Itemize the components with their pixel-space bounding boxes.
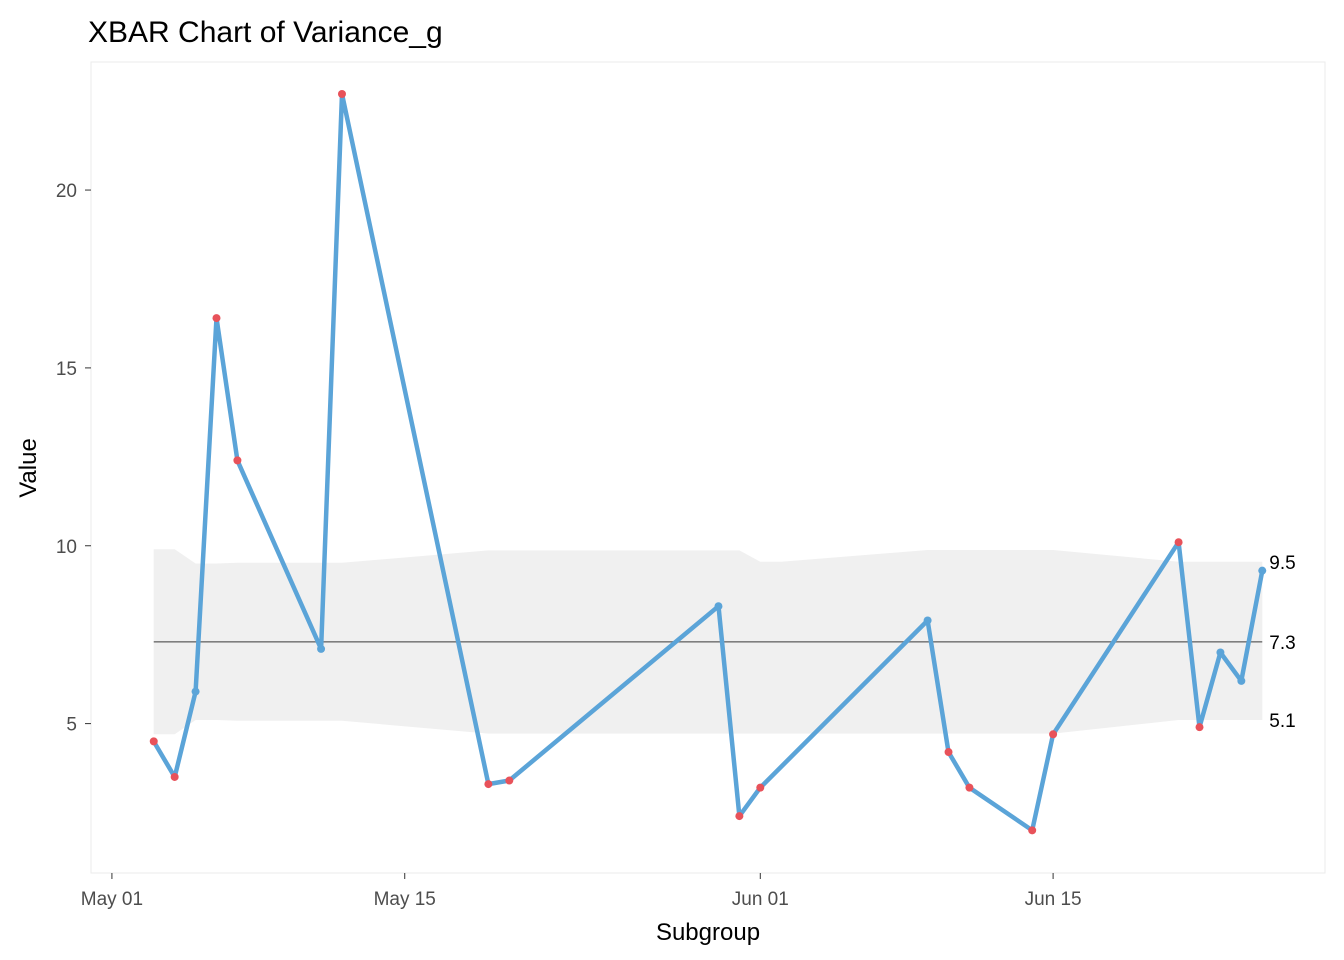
out-of-control-point bbox=[735, 812, 744, 821]
lcl-label: 5.1 bbox=[1269, 711, 1295, 732]
plot-panel bbox=[90, 61, 1326, 874]
chart-title: XBAR Chart of Variance_g bbox=[88, 16, 443, 49]
x-tick-label: May 15 bbox=[374, 889, 436, 910]
y-axis-title: Value bbox=[15, 438, 42, 498]
data-point bbox=[1237, 676, 1246, 685]
out-of-control-point bbox=[756, 783, 765, 792]
out-of-control-point bbox=[965, 783, 974, 792]
ucl-label: 9.5 bbox=[1269, 553, 1295, 574]
out-of-control-point bbox=[170, 772, 179, 781]
out-of-control-point bbox=[1049, 730, 1058, 739]
out-of-control-point bbox=[1195, 723, 1204, 732]
x-axis-title: Subgroup bbox=[656, 919, 760, 946]
y-tick-label: 20 bbox=[56, 181, 77, 202]
out-of-control-point bbox=[233, 456, 242, 465]
x-tick-label: Jun 01 bbox=[732, 889, 789, 910]
center-line-label: 7.3 bbox=[1269, 633, 1295, 654]
y-tick-label: 5 bbox=[66, 715, 77, 736]
data-point bbox=[923, 616, 932, 625]
out-of-control-point bbox=[484, 780, 493, 789]
x-tick-label: May 01 bbox=[81, 889, 143, 910]
out-of-control-point bbox=[505, 776, 514, 785]
data-point bbox=[714, 602, 723, 611]
out-of-control-point bbox=[1028, 826, 1037, 835]
data-point bbox=[1216, 648, 1225, 657]
y-tick-label: 15 bbox=[56, 359, 77, 380]
out-of-control-point bbox=[337, 90, 346, 99]
x-tick-label: Jun 15 bbox=[1025, 889, 1082, 910]
out-of-control-point bbox=[944, 748, 953, 757]
out-of-control-point bbox=[1174, 538, 1183, 547]
data-point bbox=[317, 644, 326, 653]
data-point bbox=[1258, 566, 1267, 575]
series-line bbox=[151, 91, 1265, 833]
out-of-control-point bbox=[212, 314, 221, 323]
data-point bbox=[191, 687, 200, 696]
y-tick-label: 10 bbox=[56, 537, 77, 558]
out-of-control-point bbox=[149, 737, 158, 746]
